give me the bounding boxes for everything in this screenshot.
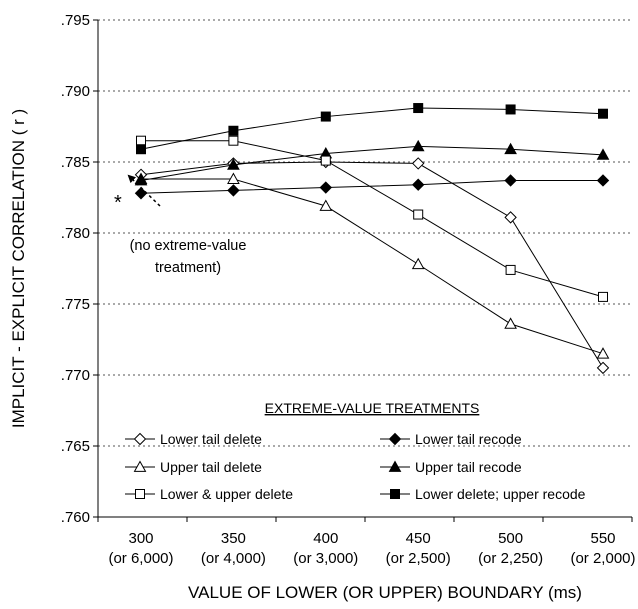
y-tick-label: .760 (61, 509, 90, 526)
series-6 (136, 103, 608, 155)
data-point (411, 157, 425, 170)
series-layer (134, 103, 610, 375)
data-point (319, 181, 333, 194)
y-tick-label: .780 (61, 225, 90, 242)
legend-title: EXTREME-VALUE TREATMENTS (265, 400, 480, 416)
data-point (227, 184, 240, 197)
data-point (504, 174, 517, 187)
annotation-text-line1: (no extreme-value (130, 238, 247, 254)
y-tick-label: .770 (61, 367, 90, 384)
series-2 (134, 174, 610, 200)
data-point (596, 174, 610, 187)
legend-item: Lower tail delete (125, 431, 262, 447)
legend-marker (388, 432, 402, 446)
x-tick-label: 450 (406, 530, 431, 547)
x-tick-sublabel: (or 2,500) (386, 550, 451, 567)
x-axis-ticks: 300 (or 6,000) 350 (or 4,000) 400 (or 3,000) 4… (97, 517, 636, 567)
x-tick-sublabel: (or 6,000) (108, 550, 173, 567)
x-tick-sublabel: (or 4,000) (201, 550, 266, 567)
x-tick-sublabel: (or 3,000) (293, 550, 358, 567)
data-point (134, 187, 148, 200)
data-point (320, 155, 331, 166)
data-point (596, 361, 610, 375)
legend-item: Lower & upper delete (125, 486, 293, 502)
series-5 (136, 135, 608, 302)
legend-item: Lower delete; upper recode (380, 486, 586, 502)
annotation-star: * (114, 192, 122, 214)
data-point (136, 135, 146, 146)
legend-label: Lower tail recode (415, 431, 522, 447)
series-line (141, 140, 604, 298)
legend-marker (390, 489, 400, 499)
data-point (227, 172, 240, 184)
data-point (598, 291, 608, 302)
legend-item: Upper tail recode (380, 459, 522, 475)
x-tick-label: 500 (498, 530, 523, 547)
series-line (140, 107, 604, 150)
legend-item: Lower tail recode (380, 431, 522, 447)
data-point (228, 135, 239, 146)
y-tick-label: .790 (61, 83, 90, 100)
data-point (505, 104, 516, 115)
x-tick-label: 400 (313, 530, 338, 547)
data-point (319, 199, 333, 211)
legend-label: Upper tail delete (160, 459, 262, 475)
legend-label: Lower delete; upper recode (415, 486, 586, 502)
legend-item: Upper tail delete (125, 459, 262, 475)
x-tick-label: 350 (221, 530, 246, 547)
series-line (141, 178, 604, 355)
data-point (504, 317, 517, 329)
data-point (596, 347, 610, 359)
series-line (140, 145, 604, 181)
data-point (504, 142, 517, 155)
legend-label: Lower tail delete (160, 431, 262, 447)
x-tick-sublabel: (or 2,000) (570, 550, 635, 567)
data-point (411, 257, 425, 270)
y-tick-label: .785 (61, 154, 90, 171)
data-point (596, 148, 610, 160)
series-3 (134, 172, 610, 359)
series-line (140, 179, 603, 194)
x-axis-title: VALUE OF LOWER (OR UPPER) BOUNDARY (ms) (188, 583, 582, 602)
legend-marker (388, 460, 402, 472)
data-point (411, 139, 425, 152)
annotation-arrow (127, 174, 161, 207)
legend-marker (135, 489, 145, 499)
legend-label: Upper tail recode (415, 459, 522, 475)
data-point (320, 111, 331, 122)
y-tick-label: .765 (61, 438, 90, 455)
data-point (136, 144, 146, 155)
data-point (134, 173, 148, 186)
data-point (504, 211, 517, 224)
data-point (413, 209, 424, 220)
legend-marker (133, 460, 147, 472)
series-line (140, 161, 604, 369)
data-point (228, 125, 239, 136)
y-axis-ticks: .795 .790 .785 .780 .775 .770 .765 .760 (61, 12, 98, 526)
y-tick-label: .795 (61, 12, 90, 29)
data-point (413, 103, 424, 114)
legend-marker (133, 432, 147, 446)
gridlines (98, 19, 632, 447)
legend: EXTREME-VALUE TREATMENTS Lower tail dele… (125, 400, 586, 502)
data-point (411, 178, 425, 191)
x-tick-label: 300 (128, 530, 153, 547)
x-tick-label: 550 (590, 530, 615, 547)
annotation: * (no extreme-value treatment) (114, 174, 247, 276)
data-point (598, 108, 608, 119)
data-point (227, 158, 240, 170)
legend-label: Lower & upper delete (160, 486, 293, 502)
y-tick-label: .775 (61, 296, 90, 313)
annotation-text-line2: treatment) (155, 260, 221, 276)
series-4 (134, 139, 610, 186)
y-axis-title: IMPLICIT - EXPLICIT CORRELATION ( r ) (9, 109, 28, 428)
data-point (505, 264, 516, 275)
x-tick-sublabel: (or 2,250) (478, 550, 543, 567)
